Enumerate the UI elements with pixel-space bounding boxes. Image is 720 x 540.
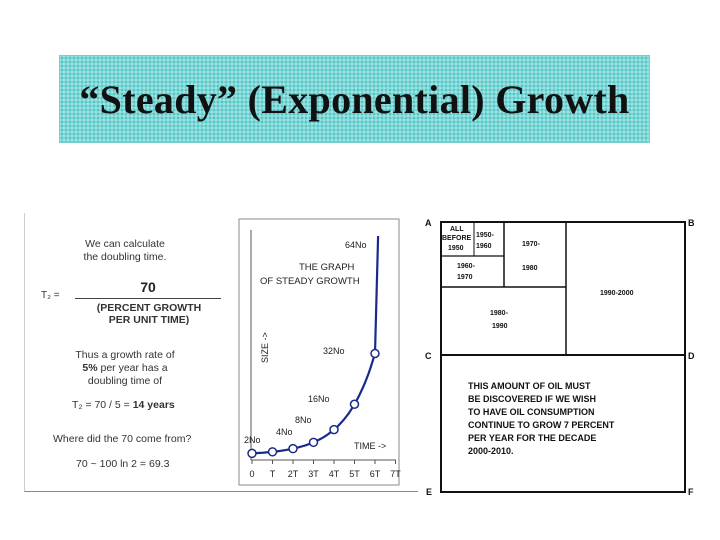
cell-all-line3: 1950 bbox=[448, 245, 464, 252]
formula-denominator-line1: (PERCENT GROWTH bbox=[96, 302, 202, 314]
corner-d-label: D bbox=[688, 351, 695, 361]
cell-9000-label: 1990-2000 bbox=[600, 290, 634, 297]
point-label: 2No bbox=[244, 435, 261, 445]
corner-c-label: C bbox=[425, 351, 432, 361]
corner-b-label: B bbox=[688, 218, 695, 228]
point-label: 32No bbox=[323, 346, 345, 356]
growth-rate-value: 5% bbox=[82, 362, 98, 374]
x-tick-label: 0 bbox=[249, 469, 254, 479]
graph-title-line1: THE GRAPH bbox=[299, 262, 355, 273]
data-point bbox=[247, 448, 257, 459]
outer-box bbox=[440, 221, 686, 493]
data-point bbox=[308, 437, 319, 448]
corner-e-label: E bbox=[426, 487, 432, 497]
example-line3: doubling time of bbox=[87, 375, 163, 387]
x-tick-label: T bbox=[270, 469, 276, 479]
x-tick-marks bbox=[251, 460, 396, 464]
example-calculation: T₂ = 70 / 5 = 14 years bbox=[72, 399, 175, 411]
data-point bbox=[370, 348, 380, 359]
cell-7080-line2: 1980 bbox=[522, 265, 538, 272]
calc-text-line1: We can calculate bbox=[85, 238, 165, 250]
point-label: 64No bbox=[345, 240, 367, 250]
cell-5060-line2: 1960 bbox=[476, 243, 492, 250]
title-banner: “Steady” (Exponential) Growth bbox=[59, 55, 650, 143]
x-tick-label: 6T bbox=[370, 469, 381, 479]
data-point bbox=[349, 399, 360, 409]
point-label: 8No bbox=[295, 415, 312, 425]
formula-numerator: 70 bbox=[140, 279, 156, 295]
cell-5060-line1: 1950- bbox=[476, 232, 495, 239]
calc-text-line2: the doubling time. bbox=[83, 251, 167, 263]
slide-title: “Steady” (Exponential) Growth bbox=[79, 77, 630, 122]
question-text: Where did the 70 come from? bbox=[53, 433, 192, 445]
cell-8090-line2: 1990 bbox=[492, 323, 508, 330]
example-line2: 5% per year has a bbox=[60, 362, 190, 374]
note-line3: TO HAVE OIL CONSUMPTION bbox=[468, 407, 595, 417]
calc-expression: T₂ = 70 / 5 = bbox=[72, 399, 133, 411]
calc-result: 14 years bbox=[132, 399, 175, 411]
note-line2: BE DISCOVERED IF WE WISH bbox=[468, 394, 596, 404]
doubling-time-symbol: T₂ = bbox=[41, 290, 60, 301]
cell-all-line2: BEFORE bbox=[442, 235, 472, 242]
point-label: 16No bbox=[308, 394, 330, 404]
cell-all-line1: ALL bbox=[450, 226, 464, 233]
ln2-approximation: 70 ~ 100 ln 2 = 69.3 bbox=[76, 458, 170, 470]
oil-discovery-diagram: A B C D E F ALL BEFORE 1950 1950- 1960 1… bbox=[425, 218, 695, 497]
x-tick-label: 5T bbox=[349, 469, 360, 479]
graph-title-line2: OF STEADY GROWTH bbox=[260, 276, 360, 287]
data-point bbox=[288, 443, 298, 454]
cell-8090-line1: 1980- bbox=[490, 310, 509, 317]
note-line5: PER YEAR FOR THE DECADE bbox=[468, 433, 596, 443]
formula-denominator-line2: PER UNIT TIME) bbox=[108, 314, 190, 326]
note-line6: 2000-2010. bbox=[468, 446, 514, 456]
cell-6070-line2: 1970 bbox=[457, 274, 473, 281]
corner-a-label: A bbox=[425, 218, 432, 228]
graph-frame bbox=[238, 218, 400, 486]
growth-graph: THE GRAPH OF STEADY GROWTH SIZE -> TIME … bbox=[238, 218, 401, 486]
cell-6070-line1: 1960- bbox=[457, 263, 476, 270]
x-tick-label: 3T bbox=[308, 469, 319, 479]
data-point bbox=[329, 424, 339, 435]
note-line4: CONTINUE TO GROW 7 PERCENT bbox=[468, 420, 615, 430]
x-axis-label: TIME -> bbox=[354, 441, 386, 451]
x-tick-label: 7T bbox=[390, 469, 401, 479]
y-axis-label: SIZE -> bbox=[260, 332, 270, 363]
point-label: 4No bbox=[276, 427, 293, 437]
corner-f-label: F bbox=[688, 487, 694, 497]
example-line1: Thus a growth rate of bbox=[75, 349, 175, 361]
note-line1: THIS AMOUNT OF OIL MUST bbox=[468, 381, 591, 391]
x-tick-label: 2T bbox=[288, 469, 299, 479]
fraction-bar bbox=[75, 298, 221, 299]
cell-7080-line1: 1970- bbox=[522, 241, 541, 248]
figure-panel bbox=[24, 213, 418, 492]
data-point bbox=[267, 447, 278, 457]
x-tick-label: 4T bbox=[329, 469, 340, 479]
x-tick-labels: 0 T 2T 3T 4T 5T 6T 7T bbox=[249, 469, 401, 479]
example-line2-rest: per year has a bbox=[97, 362, 168, 374]
